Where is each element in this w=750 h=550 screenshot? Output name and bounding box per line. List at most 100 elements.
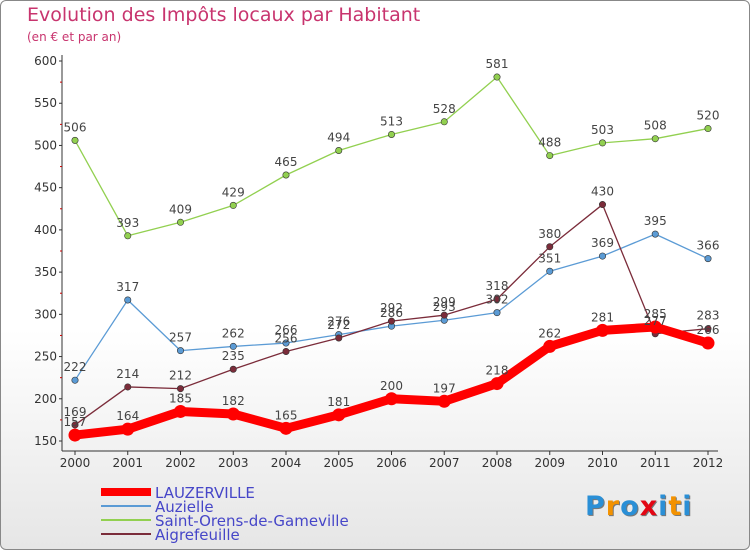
data-label: 157 — [64, 415, 87, 429]
x-tick-label: 2004 — [271, 456, 302, 470]
data-label: 369 — [591, 236, 614, 250]
data-point — [387, 130, 395, 138]
x-tick-label: 2009 — [534, 456, 565, 470]
data-label: 281 — [591, 310, 614, 324]
data-label: 409 — [169, 202, 192, 216]
data-point — [279, 421, 293, 435]
x-tick-label: 2008 — [482, 456, 513, 470]
data-label: 429 — [222, 185, 245, 199]
data-label: 181 — [327, 395, 350, 409]
data-label: 494 — [327, 131, 350, 145]
brand-logo-letter: t — [668, 491, 683, 522]
data-point — [437, 394, 451, 408]
data-point — [282, 171, 290, 179]
data-label: 286 — [380, 306, 403, 320]
data-label: 508 — [644, 119, 667, 133]
brand-logo-letter: P — [585, 491, 606, 522]
data-point — [71, 136, 79, 144]
data-point — [701, 336, 715, 350]
data-point — [332, 408, 346, 422]
data-point — [124, 232, 132, 240]
data-label: 222 — [64, 360, 87, 374]
data-label: 164 — [116, 409, 139, 423]
data-point — [229, 365, 237, 373]
data-point — [71, 421, 79, 429]
brand-logo-letter: o — [620, 491, 640, 522]
x-tick-label: 2000 — [60, 456, 91, 470]
x-tick-label: 2001 — [112, 456, 143, 470]
y-tick-label: 500 — [34, 138, 57, 152]
data-point — [648, 320, 662, 334]
data-label: 218 — [486, 364, 509, 378]
data-label: 235 — [222, 349, 245, 363]
data-label: 182 — [222, 394, 245, 408]
x-tick-label: 2003 — [218, 456, 249, 470]
data-point — [177, 385, 185, 393]
data-label: 165 — [275, 408, 298, 422]
data-label: 212 — [169, 369, 192, 383]
data-point — [493, 73, 501, 81]
data-label: 169 — [64, 405, 87, 419]
data-label: 366 — [697, 239, 720, 253]
data-point — [704, 125, 712, 133]
data-point — [121, 422, 135, 436]
x-tick-label: 2007 — [429, 456, 460, 470]
data-point — [546, 243, 554, 251]
data-point — [282, 339, 290, 347]
data-point — [68, 428, 82, 442]
data-point — [177, 347, 185, 355]
data-label: 272 — [327, 318, 350, 332]
brand-logo-letter: i — [658, 491, 669, 522]
x-tick-label: 2006 — [376, 456, 407, 470]
legend-label: Auzielle — [155, 498, 214, 516]
axes: 150 200 250 300 350 400 450 500 550 600 2000 2001 20… — [34, 54, 723, 470]
data-point — [174, 404, 187, 418]
legend-label: LAUZERVILLE — [155, 484, 255, 502]
y-tick-label: 300 — [34, 307, 57, 321]
data-label: 283 — [697, 309, 720, 323]
data-label: 503 — [591, 123, 614, 137]
data-label: 266 — [697, 323, 720, 337]
legend-label: Saint-Orens-de-Gameville — [155, 512, 349, 530]
chart-title: Evolution des Impôts locaux par Habitant — [27, 4, 421, 26]
data-label: 317 — [116, 280, 139, 294]
y-tick-label: 400 — [34, 223, 57, 237]
data-point — [229, 201, 237, 209]
data-point — [598, 252, 606, 260]
x-tick-label: 2010 — [587, 456, 618, 470]
legend-label: Aigrefeuille — [155, 526, 240, 544]
legend-item: Saint-Orens-de-Gameville — [101, 512, 401, 530]
data-point — [704, 325, 712, 333]
series-lines — [68, 73, 715, 442]
data-label: 256 — [275, 331, 298, 345]
data-label: 393 — [116, 216, 139, 230]
data-label: 299 — [433, 295, 456, 309]
data-label: 506 — [64, 120, 87, 134]
data-point — [596, 323, 609, 337]
data-label: 262 — [538, 326, 561, 340]
data-point — [493, 295, 501, 303]
data-point — [335, 334, 343, 342]
x-tick-label: 2005 — [323, 456, 354, 470]
legend-item: Auzielle — [101, 498, 401, 516]
data-label: 277 — [644, 314, 667, 328]
data-point — [177, 218, 185, 226]
data-label: 513 — [380, 114, 403, 128]
data-label: 293 — [433, 300, 456, 314]
legend-item: Aigrefeuille — [101, 526, 401, 544]
legend-swatch — [101, 519, 151, 521]
y-tick-label: 550 — [34, 96, 57, 110]
data-point — [598, 139, 606, 147]
data-point — [598, 201, 606, 209]
data-label: 185 — [169, 391, 192, 405]
y-tick-label: 150 — [34, 434, 57, 448]
data-label: 214 — [116, 367, 139, 381]
data-label: 276 — [327, 315, 350, 329]
data-label: 465 — [275, 155, 298, 169]
data-point — [71, 376, 79, 384]
data-label: 520 — [697, 109, 720, 123]
y-tick-label: 600 — [34, 54, 57, 68]
data-point — [124, 296, 132, 304]
data-label: 257 — [169, 331, 192, 345]
